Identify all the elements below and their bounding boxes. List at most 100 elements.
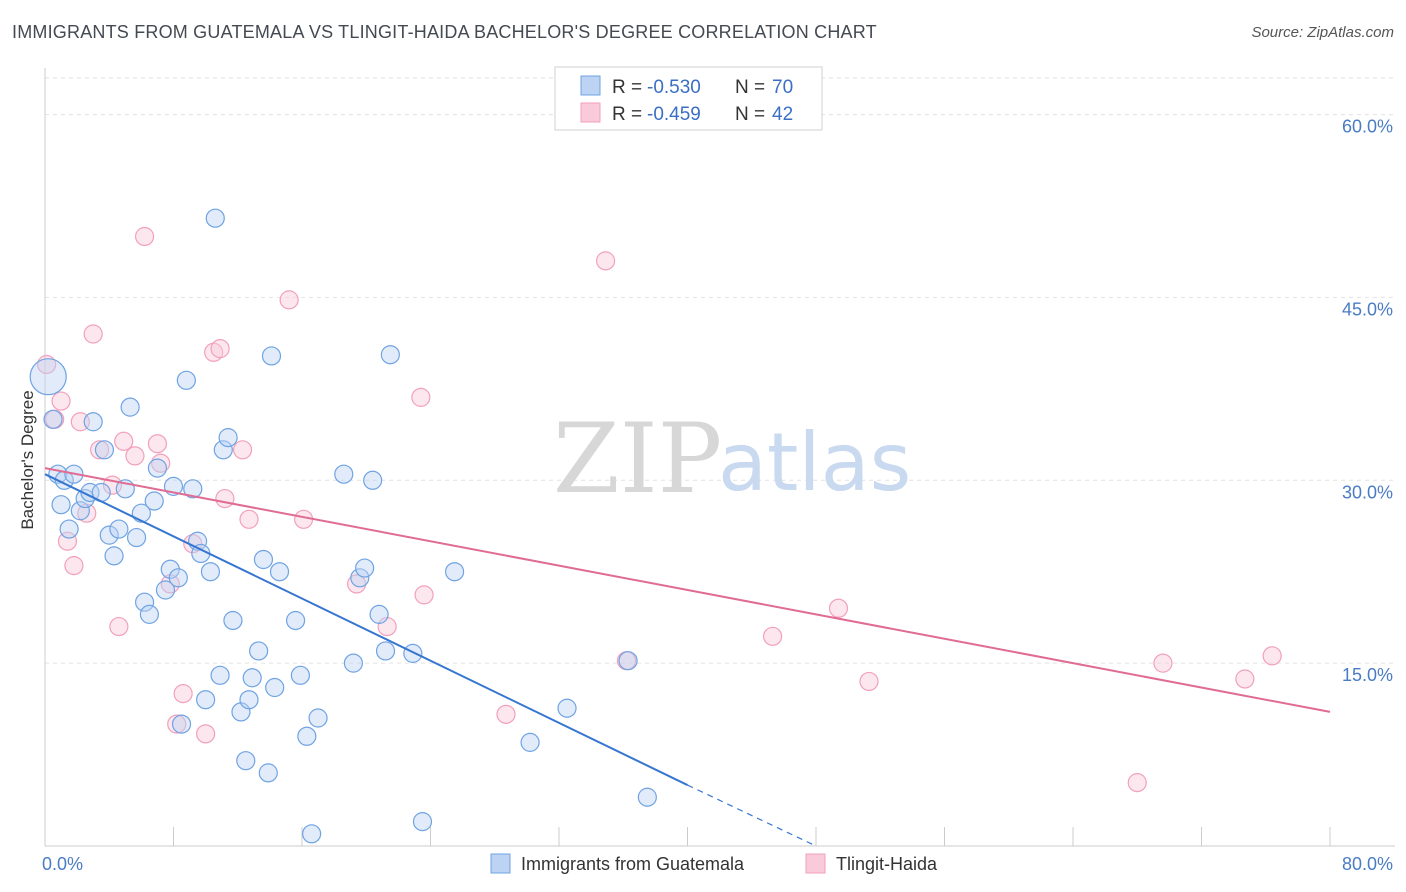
pink-point-23 (215, 488, 235, 509)
legend-r-value-2: -0.459 (647, 104, 701, 125)
pink-point-10 (109, 616, 129, 637)
blue-point-67 (557, 698, 577, 718)
bottom-legend-swatch-blue (490, 853, 511, 874)
blue-point-61 (375, 641, 396, 661)
blue-point-29 (176, 370, 196, 390)
blue-point-65 (444, 562, 465, 582)
legend-n-value-2: 42 (772, 104, 793, 125)
blue-point-27 (168, 568, 188, 588)
legend-swatch-blue (580, 75, 601, 96)
pink-point-24 (232, 440, 253, 460)
pink-point-41 (1262, 646, 1282, 666)
pink-point-3 (57, 531, 78, 551)
pink-point-30 (411, 387, 431, 407)
pink-point-39 (1153, 653, 1173, 673)
tlingit-trend-line (44, 467, 1331, 713)
blue-point-22 (144, 491, 164, 511)
pink-point-20 (196, 724, 216, 744)
guatemala-points (29, 208, 657, 844)
watermark: ZIP atlas (553, 403, 911, 515)
x-tick-label-1: 80.0% (1342, 854, 1393, 874)
x-tick-label-0: 0.0% (42, 854, 83, 874)
blue-point-35 (205, 208, 225, 228)
blue-point-37 (213, 440, 233, 460)
guatemala-trend-extension (687, 784, 817, 847)
y-tick-label-0: 15.0% (1342, 665, 1393, 685)
pink-point-32 (496, 704, 516, 724)
bottom-legend-label-blue: Immigrants from Guatemala (521, 854, 745, 874)
pink-point-37 (859, 671, 879, 692)
blue-point-63 (403, 643, 423, 663)
blue-point-33 (196, 690, 216, 710)
blue-point-48 (265, 677, 285, 698)
blue-point-3 (51, 495, 71, 515)
blue-point-55 (334, 464, 354, 484)
blue-point-5 (59, 519, 79, 539)
blue-point-46 (258, 763, 278, 783)
blue-point-13 (99, 525, 119, 545)
pink-point-33 (595, 251, 616, 271)
blue-point-10 (83, 412, 103, 432)
blue-point-59 (363, 470, 383, 490)
blue-point-57 (350, 568, 370, 588)
pink-point-12 (125, 446, 145, 466)
legend-r-label-1: R = (612, 77, 642, 98)
blue-point-62 (380, 345, 400, 365)
blue-point-17 (120, 397, 140, 417)
legend-swatch-pink (580, 102, 601, 123)
y-tick-labels: 15.0% 30.0% 45.0% 60.0% (1342, 117, 1393, 686)
pink-point-36 (828, 598, 849, 618)
pink-point-26 (279, 290, 299, 310)
legend-n-label-2: N = (735, 104, 765, 125)
blue-point-42 (239, 690, 259, 710)
pink-point-38 (1127, 773, 1147, 793)
x-tick-labels: 0.0% 80.0% (42, 854, 1393, 874)
chart-title: IMMIGRANTS FROM GUATEMALA VS TLINGIT-HAI… (12, 22, 877, 42)
legend-box: R = -0.530 N = 70 R = -0.459 N = 42 (554, 66, 823, 131)
blue-point-12 (94, 440, 115, 460)
blue-point-39 (223, 610, 243, 631)
pink-point-22 (210, 339, 230, 359)
blue-point-0 (29, 358, 67, 396)
y-tick-label-1: 30.0% (1342, 482, 1393, 502)
blue-point-45 (253, 549, 274, 570)
pink-point-25 (239, 509, 259, 529)
legend-r-value-1: -0.530 (647, 77, 701, 98)
grid-lines (45, 77, 1395, 664)
blue-point-20 (134, 592, 155, 612)
legend-n-value-1: 70 (772, 77, 793, 98)
blue-point-68 (618, 651, 638, 671)
blue-point-7 (70, 501, 90, 521)
pink-point-7 (83, 324, 103, 344)
blue-point-64 (412, 812, 433, 832)
y-tick-label-2: 45.0% (1342, 299, 1393, 319)
watermark-zip: ZIP (553, 403, 722, 515)
blue-point-66 (520, 732, 540, 752)
blue-point-1 (43, 409, 63, 429)
blue-point-52 (297, 726, 317, 746)
blue-point-15 (109, 519, 129, 539)
pink-point-11 (114, 431, 134, 451)
guatemala-trend-line (44, 473, 688, 786)
pink-point-13 (134, 226, 155, 247)
axes (44, 68, 1395, 847)
blue-point-41 (236, 751, 256, 771)
pink-point-14 (147, 434, 168, 454)
pink-point-21 (204, 342, 224, 362)
blue-point-60 (369, 604, 389, 624)
blue-point-30 (183, 479, 203, 499)
blue-point-44 (249, 641, 269, 661)
blue-point-24 (155, 580, 176, 600)
blue-point-38 (218, 428, 238, 448)
pink-point-17 (167, 714, 187, 734)
bottom-legend-swatch-pink (805, 853, 826, 874)
pink-point-18 (173, 684, 193, 704)
blue-point-56 (343, 653, 363, 673)
blue-point-53 (302, 824, 322, 844)
blue-point-34 (200, 562, 221, 582)
pink-point-2 (51, 391, 71, 411)
pink-point-40 (1235, 669, 1255, 689)
trend-lines (44, 467, 1331, 847)
blue-point-23 (147, 458, 168, 478)
blue-point-36 (210, 665, 230, 685)
